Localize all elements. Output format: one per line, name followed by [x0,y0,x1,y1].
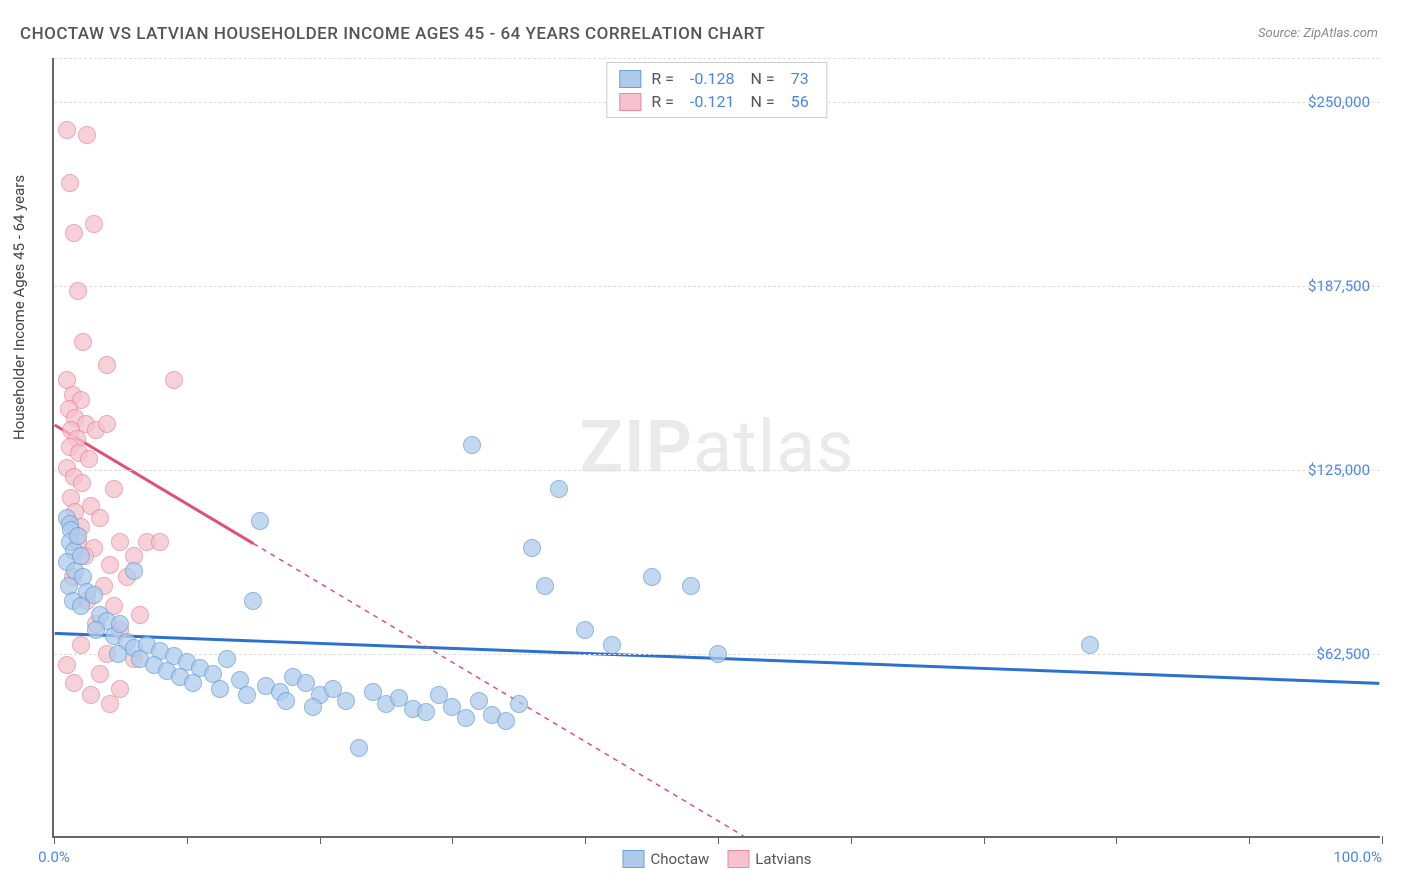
data-point [78,126,96,144]
y-axis-label: Householder Income Ages 45 - 64 years [10,175,28,440]
data-point [304,698,322,716]
data-point [69,282,87,300]
xtick-label: 0.0% [38,848,70,866]
data-point [82,686,100,704]
regression-lines [54,58,1380,836]
data-point [72,547,90,565]
data-point [463,436,481,454]
data-point [497,712,515,730]
data-point [74,333,92,351]
legend-row-latvians: R = -0.121 N = 56 [619,90,814,113]
data-point [470,692,488,710]
data-point [65,674,83,692]
gridline [54,470,1380,471]
legend-swatch-choctaw-bottom [622,850,644,868]
data-point [61,174,79,192]
data-point [682,577,700,595]
data-point [536,577,554,595]
data-point [218,650,236,668]
data-point [709,645,727,663]
gridline [54,286,1380,287]
xtick [984,836,985,844]
data-point [109,645,127,663]
data-point [350,739,368,757]
data-point [69,527,87,545]
correlation-legend: R = -0.128 N = 73 R = -0.121 N = 56 [606,62,827,118]
ytick-label: $125,000 [1308,461,1370,479]
legend-row-choctaw: R = -0.128 N = 73 [619,67,814,90]
data-point [105,480,123,498]
n-value-choctaw: 73 [791,69,809,88]
data-point [238,686,256,704]
data-point [184,674,202,692]
data-point [277,692,295,710]
data-point [251,512,269,530]
data-point [58,656,76,674]
data-point [58,121,76,139]
data-point [98,356,116,374]
xtick [585,836,586,844]
data-point [91,665,109,683]
legend-swatch-choctaw [619,70,641,88]
data-point [165,371,183,389]
r-value-choctaw: -0.128 [690,69,735,88]
data-point [510,695,528,713]
data-point [457,709,475,727]
xtick [1116,836,1117,844]
legend-swatch-latvians [619,93,641,111]
xtick [1382,836,1383,844]
data-point [211,680,229,698]
xtick-label: 100.0% [1333,848,1382,866]
data-point [111,533,129,551]
ytick-label: $250,000 [1308,93,1370,111]
legend-item-latvians: Latvians [727,850,811,868]
data-point [576,621,594,639]
chart-plot-area: ZIPatlas R = -0.128 N = 73 R = -0.121 N … [52,58,1380,838]
xtick [187,836,188,844]
data-point [85,215,103,233]
xtick [452,836,453,844]
data-point [244,592,262,610]
n-value-latvians: 56 [791,92,809,111]
data-point [80,450,98,468]
ytick-label: $187,500 [1308,277,1370,295]
source-attribution: Source: ZipAtlas.com [1258,26,1378,41]
xtick [54,836,55,844]
data-point [643,568,661,586]
data-point [87,621,105,639]
series-legend: Choctaw Latvians [622,850,811,868]
data-point [523,539,541,557]
watermark: ZIPatlas [579,405,854,490]
data-point [65,224,83,242]
data-point [417,703,435,721]
data-point [125,562,143,580]
data-point [131,606,149,624]
legend-swatch-latvians-bottom [727,850,749,868]
r-value-latvians: -0.121 [690,92,735,111]
xtick [851,836,852,844]
data-point [72,597,90,615]
data-point [98,415,116,433]
data-point [151,533,169,551]
ytick-label: $62,500 [1316,645,1370,663]
data-point [111,615,129,633]
data-point [101,556,119,574]
data-point [101,695,119,713]
chart-title: CHOCTAW VS LATVIAN HOUSEHOLDER INCOME AG… [20,24,765,44]
data-point [1081,636,1099,654]
data-point [603,636,621,654]
xtick [1249,836,1250,844]
data-point [72,636,90,654]
data-point [91,509,109,527]
data-point [550,480,568,498]
gridline [54,58,1380,59]
xtick [718,836,719,844]
data-point [337,692,355,710]
legend-item-choctaw: Choctaw [622,850,709,868]
xtick [320,836,321,844]
